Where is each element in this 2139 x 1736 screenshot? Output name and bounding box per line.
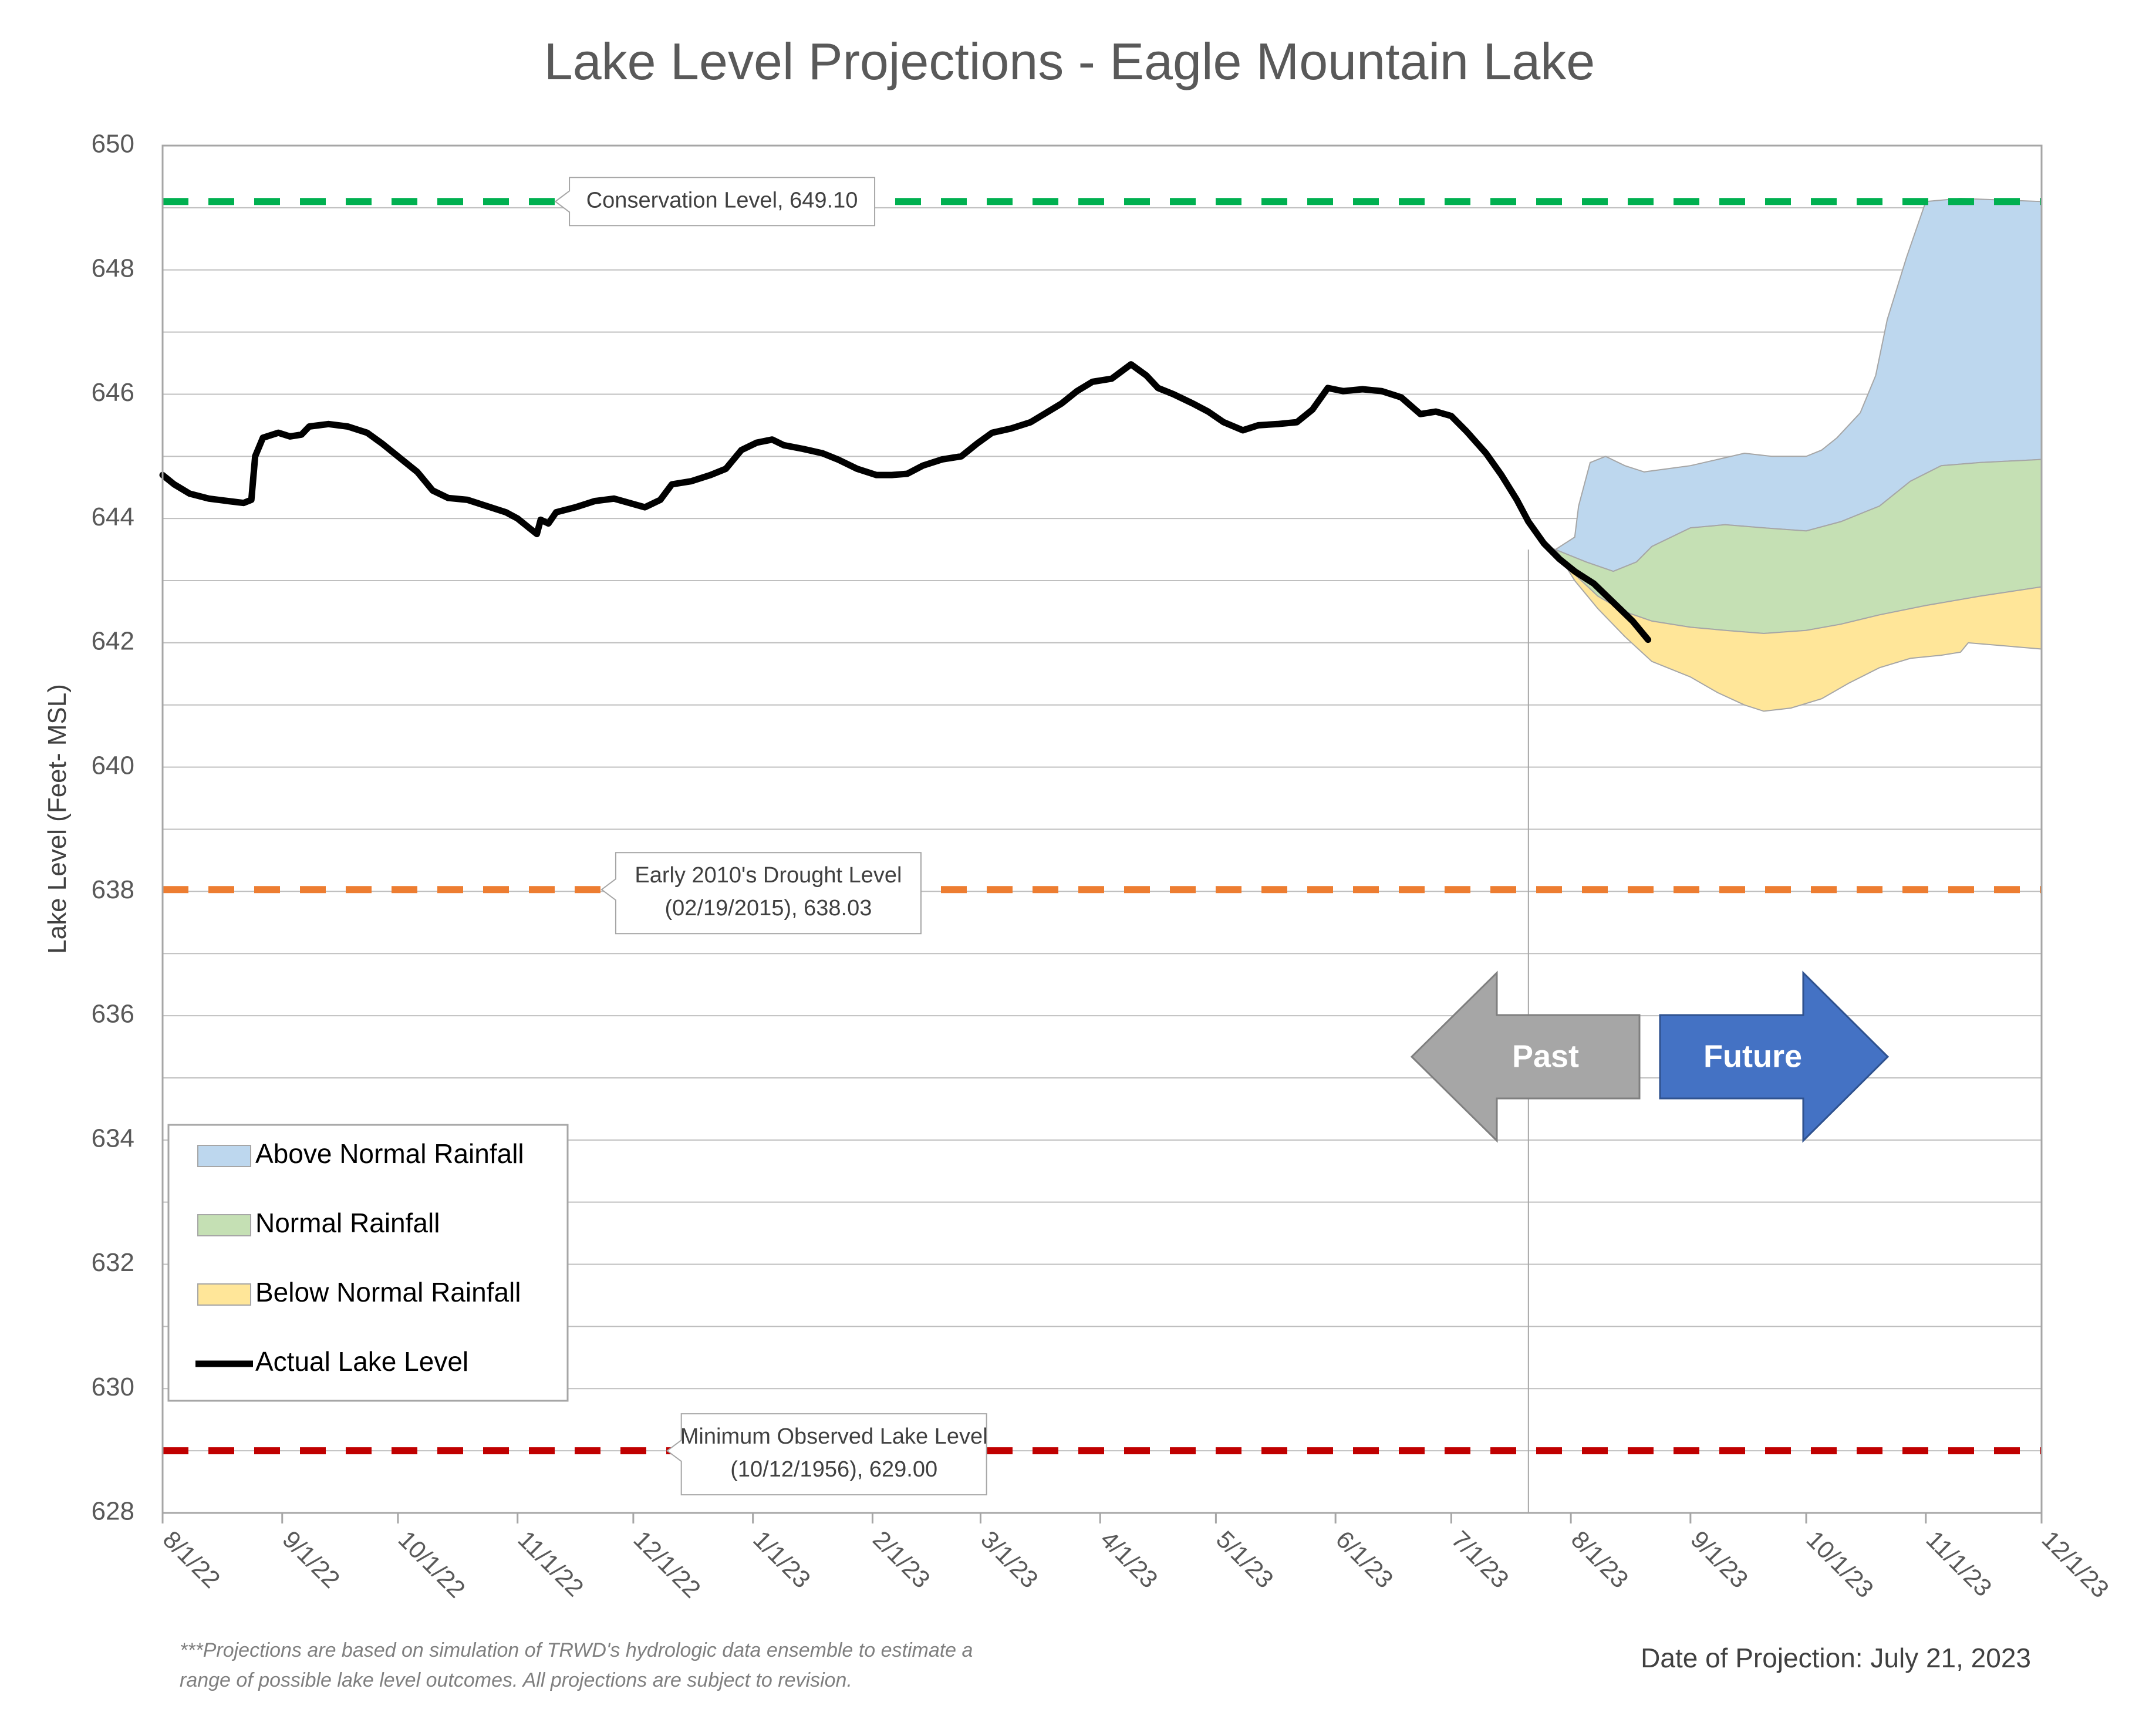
conservation-level-label: Conservation Level, 649.10 <box>586 188 858 213</box>
minimum-observed-lake-level-label: Minimum Observed Lake Level <box>680 1424 988 1449</box>
projection-date: Date of Projection: July 21, 2023 <box>1641 1643 2031 1673</box>
y-tick-label: 640 <box>92 751 134 780</box>
plot-area-border <box>161 144 2043 1514</box>
early-2010-s-drought-level-label: (02/19/2015), 638.03 <box>665 896 872 921</box>
past-future-arrows: Past Future <box>1410 970 1890 1143</box>
early-2010-s-drought-level-label: Early 2010's Drought Level <box>635 863 902 888</box>
y-tick-label: 648 <box>92 254 134 282</box>
chart-title: Lake Level Projections - Eagle Mountain … <box>544 32 1595 90</box>
legend-label-actual-lake-level: Actual Lake Level <box>255 1346 468 1377</box>
legend-label-below-normal-rainfall: Below Normal Rainfall <box>255 1277 521 1307</box>
y-tick-label: 632 <box>92 1248 134 1277</box>
legend-swatch-normal-rainfall <box>197 1214 251 1236</box>
past-arrow-label: Past <box>1512 1039 1579 1074</box>
legend-label-above-normal-rainfall: Above Normal Rainfall <box>255 1138 524 1169</box>
minimum-observed-lake-level-label-box <box>666 1413 987 1496</box>
y-tick-label: 650 <box>92 130 134 159</box>
y-tick-label: 628 <box>92 1497 134 1526</box>
legend: Above Normal Rainfall Normal Rainfall Belo… <box>167 1124 569 1402</box>
conservation-level-label-box <box>554 177 876 227</box>
actual-lake-level-layer <box>159 361 1652 643</box>
below-normal-rainfall-band <box>1554 549 2042 712</box>
y-tick-label: 636 <box>92 1000 134 1029</box>
y-tick-label: 646 <box>92 378 134 407</box>
footnote-line-1: ***Projections are based on simulation o… <box>180 1639 973 1661</box>
y-tick-label: 634 <box>92 1124 134 1152</box>
y-tick-label: 644 <box>92 503 134 531</box>
legend-swatch-below-normal-rainfall <box>197 1283 251 1306</box>
future-arrow-label: Future <box>1703 1039 1802 1074</box>
projection-bands <box>1553 197 2042 712</box>
actual-lake-level-line <box>159 361 1652 643</box>
past-arrow <box>1410 970 1641 1143</box>
y-tick-label: 642 <box>92 627 134 656</box>
minimum-observed-lake-level-label: (10/12/1956), 629.00 <box>730 1457 937 1482</box>
legend-swatch-above-normal-rainfall <box>197 1145 251 1167</box>
footnote-line-2: range of possible lake level outcomes. A… <box>180 1669 852 1691</box>
legend-box <box>167 1124 569 1402</box>
legend-label-normal-rainfall: Normal Rainfall <box>255 1208 440 1238</box>
reference-lines: Conservation Level, 649.10 Early 2010's D… <box>163 177 2042 1513</box>
y-tick-label: 630 <box>92 1373 134 1401</box>
y-tick-label: 638 <box>92 875 134 904</box>
y-axis-label: Lake Level (Feet- MSL) <box>43 684 72 954</box>
early-2010-s-drought-level-label-box <box>600 852 922 935</box>
future-arrow <box>1659 970 1890 1143</box>
